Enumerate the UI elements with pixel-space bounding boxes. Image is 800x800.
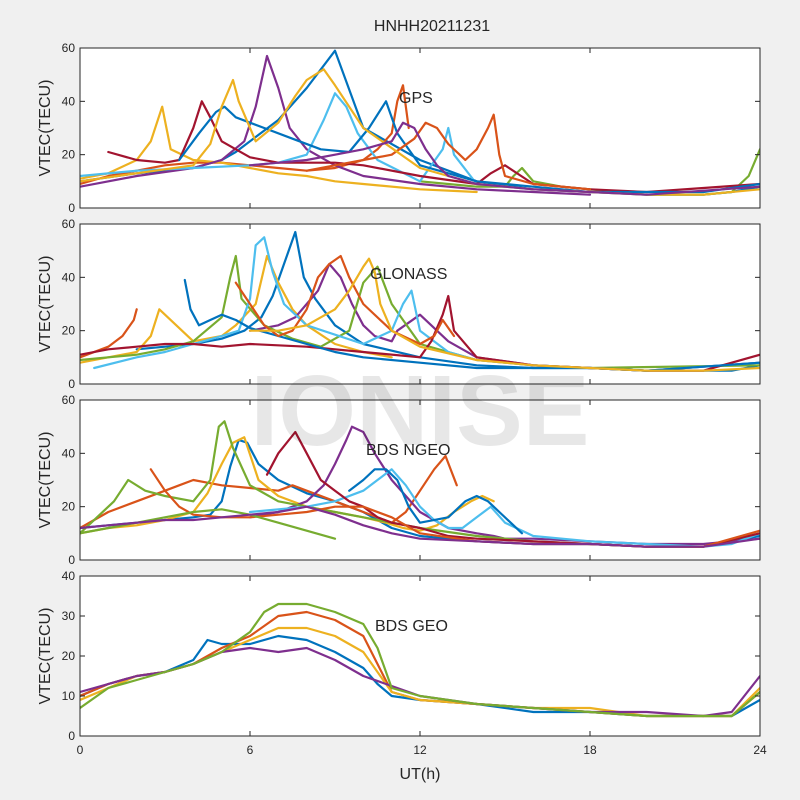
chart-panel: 0 20 40 60 VTEC(TECU) GLONASS: [37, 217, 761, 391]
y-tick-label: 0: [68, 377, 75, 391]
y-tick-label: 0: [68, 201, 75, 215]
series-line: [80, 508, 337, 540]
y-tick-label: 40: [62, 569, 76, 583]
plot-area: [80, 576, 760, 736]
y-tick-label: 40: [62, 446, 76, 460]
y-axis-label: VTEC(TECU): [37, 80, 54, 177]
y-tick-label: 20: [62, 649, 76, 663]
chart-panel: 0 6 12 18 24 0 10 20 30 40 VTEC(TECU) BDS GEO: [37, 569, 767, 757]
series-group: [80, 602, 760, 718]
panel-label: BDS NGEO: [366, 442, 450, 459]
series-line: [80, 54, 592, 196]
y-axis-label: VTEC(TECU): [37, 608, 54, 705]
chart-panel: 0 20 40 60 VTEC(TECU) BDS NGEO: [37, 393, 761, 567]
panel-label: BDS GEO: [375, 618, 448, 635]
y-tick-label: 40: [62, 270, 76, 284]
series-line: [305, 113, 592, 191]
series-group: [80, 420, 760, 548]
y-tick-label: 20: [62, 148, 76, 162]
series-line: [80, 602, 760, 718]
x-tick-label: 0: [77, 743, 84, 757]
x-axis-label: UT(h): [400, 766, 441, 783]
watermark: IONISE: [251, 355, 590, 467]
y-tick-label: 30: [62, 609, 76, 623]
chart-panel: 0 20 40 60 VTEC(TECU) GPS: [37, 41, 761, 215]
series-line: [248, 257, 760, 372]
y-tick-label: 60: [62, 217, 76, 231]
y-tick-label: 20: [62, 500, 76, 514]
x-tick-label: 12: [413, 743, 427, 757]
panel-label: GLONASS: [370, 266, 447, 283]
x-tick-label: 18: [583, 743, 597, 757]
series-line: [80, 254, 393, 364]
series-line: [248, 121, 760, 196]
series-group: [80, 49, 760, 196]
series-line: [348, 468, 524, 535]
y-axis-label: VTEC(TECU): [37, 256, 54, 353]
x-tick-label: 6: [247, 743, 254, 757]
series-line: [248, 468, 760, 548]
series-line: [183, 278, 760, 372]
y-tick-label: 0: [68, 729, 75, 743]
y-tick-label: 60: [62, 393, 76, 407]
y-tick-label: 60: [62, 41, 76, 55]
series-line: [80, 84, 410, 186]
series-group: [80, 230, 760, 372]
panel-label: GPS: [399, 90, 433, 107]
y-tick-label: 0: [68, 553, 75, 567]
y-tick-label: 40: [62, 94, 76, 108]
y-tick-label: 20: [62, 324, 76, 338]
y-axis-label: VTEC(TECU): [37, 432, 54, 529]
figure-title: HNHH20211231: [374, 18, 490, 35]
series-line: [107, 100, 760, 194]
series-line: [80, 92, 535, 191]
series-line: [80, 505, 760, 548]
x-tick-label: 24: [753, 743, 767, 757]
y-tick-label: 10: [62, 689, 76, 703]
series-line: [80, 454, 458, 530]
